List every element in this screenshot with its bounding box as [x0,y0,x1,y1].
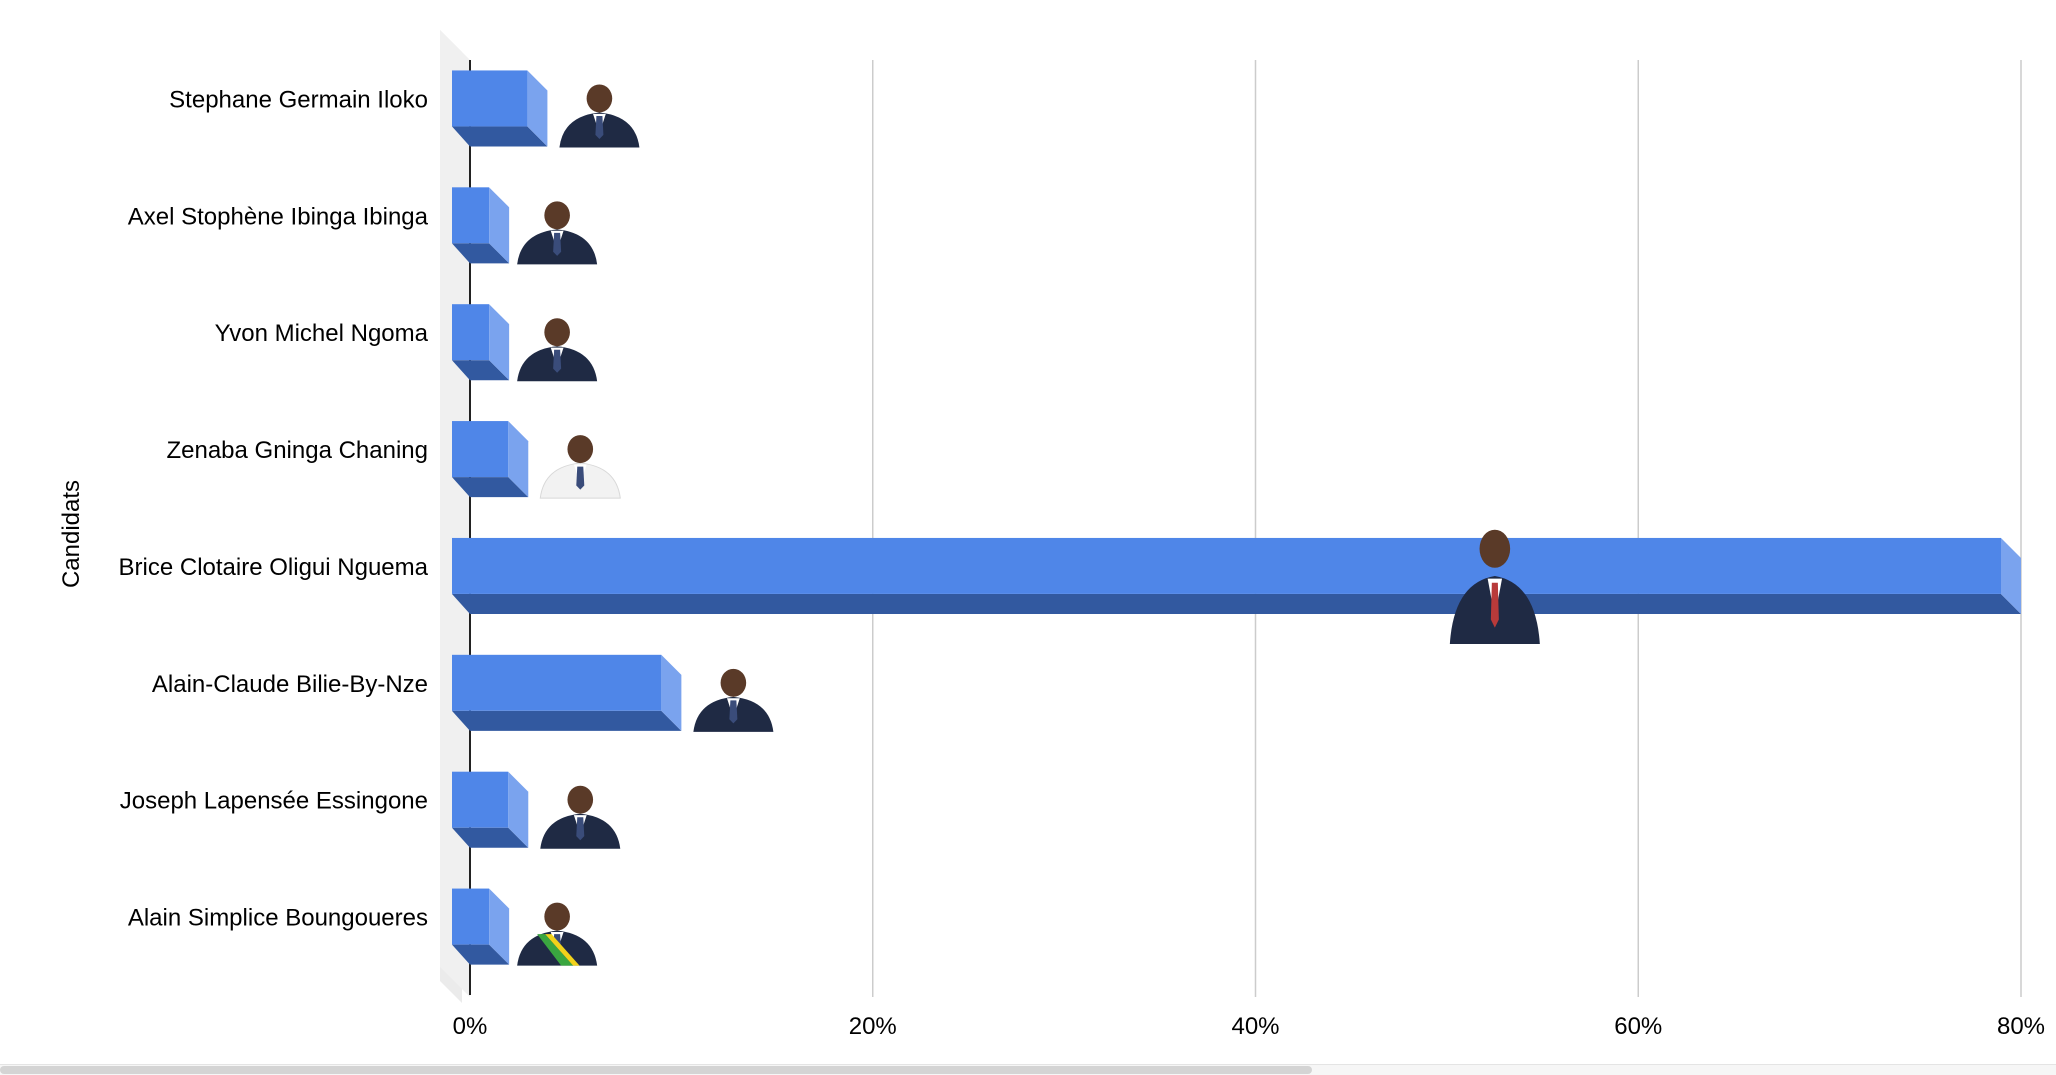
candidate-photo-4 [539,435,621,499]
bar-3 [452,304,510,381]
bar-bottom [452,593,2021,614]
bar-side [508,421,529,498]
bar-bottom [452,827,529,848]
x-tick-40: 40% [1231,1013,1279,1040]
x-tick-60: 60% [1614,1013,1662,1040]
bar-bottom [452,477,529,498]
bar-side [489,888,510,965]
candidate-photo-8 [517,902,598,966]
gridlines [872,60,2022,997]
bar-front [452,187,490,244]
category-label-4: Zenaba Gninga Chaning [166,437,428,464]
bar-side [2001,537,2021,614]
bar-bottom [452,126,548,147]
bars [452,70,2021,965]
bar-front [452,771,509,828]
bar-side [508,771,529,848]
bar-side [489,187,510,264]
bar-front [452,654,662,711]
candidate-photos [517,84,1540,966]
x-tick-80: 80% [1997,1013,2045,1040]
bar-side [527,70,548,147]
category-label-3: Yvon Michel Ngoma [215,320,429,347]
candidate-photo-1 [559,84,640,148]
bar-bottom [452,243,510,264]
category-label-6: Alain-Claude Bilie-By-Nze [152,671,428,698]
bar-8 [452,888,510,965]
category-label-5: Brice Clotaire Oligui Nguema [119,554,429,581]
category-label-8: Alain Simplice Boungoueres [128,905,428,932]
category-labels: Stephane Germain Iloko Axel Stophène Ibin… [119,86,429,931]
x-tick-labels: 0% 20% 40% 60% 80% [453,1013,2045,1040]
candidate-photo-6 [693,668,774,732]
y-axis-title: Candidats [58,480,85,588]
candidate-photo-5 [1449,529,1540,644]
candidate-photo-7 [540,785,621,849]
bar-front [452,537,2001,594]
bar-front [452,70,528,127]
candidate-photo-2 [517,201,598,265]
category-label-7: Joseph Lapensée Essingone [120,788,428,815]
bar-front [452,304,490,361]
bar-front [452,421,509,478]
bar-6 [452,654,682,731]
bar-front [452,888,490,945]
x-tick-20: 20% [849,1013,897,1040]
bar-side [489,304,510,381]
candidate-photo-3 [517,318,598,382]
bar-7 [452,771,529,848]
category-label-1: Stephane Germain Iloko [169,86,428,113]
bar-5 [452,537,2021,614]
x-tick-0: 0% [453,1013,488,1040]
bar-4 [452,421,529,498]
horizontal-scrollbar-thumb[interactable] [0,1066,1312,1074]
chart-floor [440,30,470,1003]
floor-wall-shade [440,30,470,997]
bar-2 [452,187,510,264]
bar-1 [452,70,548,147]
bar-bottom [452,710,682,731]
bar-side [661,654,682,731]
category-label-2: Axel Stophène Ibinga Ibinga [128,203,429,230]
bar-bottom [452,944,510,965]
bar-bottom [452,360,510,381]
